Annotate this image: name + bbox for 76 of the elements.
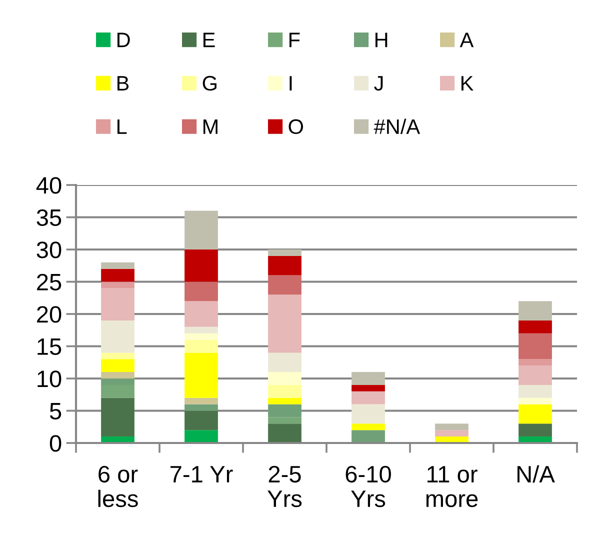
y-tick-label: 0	[50, 435, 62, 452]
bar	[101, 288, 134, 320]
bar	[268, 250, 302, 256]
bar	[518, 384, 552, 398]
y-tick-label: 30	[36, 242, 62, 258]
bar	[184, 430, 218, 443]
bar	[518, 424, 552, 437]
y-tick-label: 10	[38, 370, 62, 388]
y-tick-label: 5	[50, 403, 62, 420]
bar	[184, 282, 218, 302]
bar	[184, 404, 218, 411]
bar	[268, 372, 302, 385]
legend-label: A	[460, 32, 474, 48]
legend-label: J	[374, 76, 383, 91]
bar	[435, 424, 468, 430]
bar	[518, 366, 552, 385]
bar	[352, 430, 385, 443]
bar	[352, 391, 385, 404]
bar	[184, 340, 218, 353]
bar	[518, 359, 552, 366]
x-tick-label: 11 or more	[426, 466, 478, 508]
bar	[518, 404, 552, 424]
bar	[352, 372, 385, 385]
legend-label: K	[462, 76, 474, 90]
x-tick-label: 6 or less	[98, 466, 138, 508]
y-tick-label: 40	[36, 177, 62, 194]
bar	[352, 424, 385, 430]
bar	[268, 352, 302, 372]
x-tick-label: 7-1 Yr	[170, 466, 233, 482]
bar	[435, 430, 468, 437]
bar	[518, 398, 552, 404]
bar	[184, 352, 218, 398]
bar	[184, 333, 218, 340]
bar	[184, 250, 218, 282]
bar	[268, 294, 302, 353]
bar	[268, 275, 302, 295]
legend-label: E	[204, 32, 215, 48]
bar	[101, 262, 134, 269]
bar	[518, 320, 552, 334]
legend-label: M	[204, 120, 218, 134]
x-tick-label: 6-10 Yrs	[346, 466, 391, 508]
y-tick-label: 35	[36, 209, 62, 226]
legend-label: D	[118, 32, 130, 48]
legend-label: F	[290, 32, 300, 48]
bar	[101, 372, 134, 378]
bar	[268, 256, 302, 276]
bar	[184, 398, 218, 404]
bar	[184, 410, 218, 430]
bar	[184, 210, 218, 250]
legend-label: O	[288, 119, 303, 134]
bar	[518, 333, 552, 360]
bar	[352, 404, 385, 424]
bar	[101, 282, 134, 288]
bar	[101, 268, 134, 282]
legend-label: I	[290, 76, 292, 90]
bar	[101, 352, 134, 360]
y-tick-label: 25	[37, 274, 62, 291]
x-tick-label: 2-5 Yrs	[268, 466, 302, 508]
bar	[184, 326, 218, 334]
legend-label: L	[118, 120, 127, 134]
bar	[101, 359, 134, 372]
y-tick-label: 15	[38, 338, 62, 356]
legend-label: #N/A	[374, 118, 420, 134]
bar	[184, 301, 218, 327]
bar	[268, 424, 302, 443]
bar	[268, 384, 302, 398]
legend-label: G	[202, 76, 216, 91]
bar	[352, 384, 385, 392]
y-tick-label: 20	[37, 306, 62, 323]
legend-label: H	[376, 32, 388, 48]
x-tick-label: N/A	[518, 465, 555, 483]
bar	[101, 320, 134, 353]
bar	[101, 398, 134, 437]
bar	[518, 301, 552, 320]
legend-label: B	[118, 76, 129, 90]
bar	[268, 398, 302, 404]
